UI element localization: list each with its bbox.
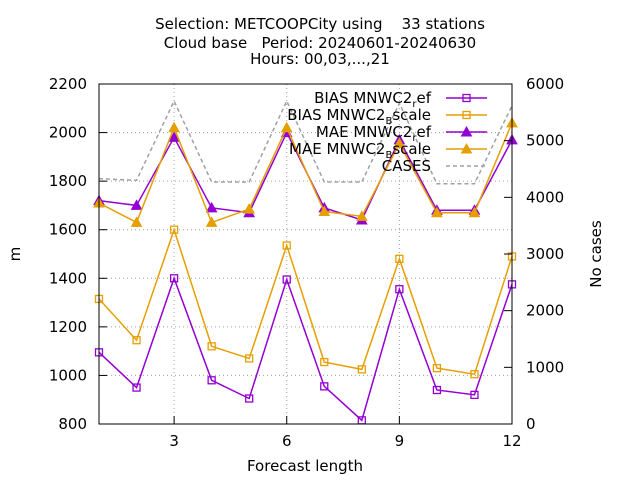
data-point [395,254,404,264]
legend-label: MAE MNWC2ref [316,123,432,144]
series-line [98,276,513,422]
y-tick-label: 1400 [49,269,87,287]
plot-border [98,83,513,425]
data-point [470,390,479,400]
y2-axis-label: No cases [587,220,605,288]
y-tick-label: 1800 [49,172,87,190]
y-tick-label: 1200 [49,318,87,336]
legend-label: MAE MNWC2Bscale [289,140,431,161]
legend-entry-2: MAE MNWC2ref [316,123,487,144]
series-4 [98,99,513,185]
legend-entry-3: MAE MNWC2Bscale [289,140,487,161]
data-point [393,137,406,148]
legend-entry-4: CASES [382,157,487,175]
legend-swatch-marker [460,125,473,137]
x-tick-label: 12 [502,432,521,450]
data-point [432,385,442,395]
x-tick-label: 3 [169,432,179,450]
y2-tick-label: 2000 [526,302,564,320]
y2-tick-label: 3000 [526,245,564,263]
data-point [207,342,216,351]
data-point [169,225,179,234]
chart-title-line-1: Selection: METCOOPCity using 33 stations [155,15,485,33]
data-point [280,121,293,133]
legend-swatch-marker [462,93,471,103]
data-point [357,365,366,374]
legend-label: BIAS MNWC2ref [314,89,432,110]
legend-swatch-marker [460,142,473,154]
y-tick-label: 1600 [49,221,87,239]
y2-tick-label: 1000 [526,358,564,376]
series-0 [94,274,517,425]
series-1 [94,225,517,379]
grid-lines [99,84,512,424]
y2-tick-label: 5000 [526,132,564,150]
data-point [205,201,218,213]
series-line [98,227,513,376]
series-line [98,99,513,185]
data-point [431,206,443,218]
legend-label: BIAS MNWC2Bscale [287,106,431,127]
data-point [245,394,254,403]
data-point [320,382,329,391]
chart-title-line-2: Cloud base Period: 20240601-20240630 [163,34,477,52]
data-point [318,205,331,216]
chart-title-line-3: Hours: 00,03,...,21 [250,50,390,68]
data-point [169,274,179,283]
legend-entry-0: BIAS MNWC2ref [314,89,487,110]
data-point [243,203,256,214]
data-point [282,241,291,250]
legend-swatch-marker [462,110,471,120]
data-point [470,370,479,379]
y-axis-label: m [6,247,24,262]
data-point [207,376,216,385]
legend-entry-1: BIAS MNWC2Bscale [287,106,487,127]
data-point [132,383,141,392]
x-tick-label: 6 [282,432,292,450]
y2-tick-label: 0 [526,415,536,433]
data-point [432,363,442,373]
data-point [468,206,481,218]
series-line [98,122,513,224]
data-point [168,131,180,142]
legend-label: CASES [382,157,431,175]
data-point [282,275,291,284]
y2-tick-label: 6000 [526,75,564,93]
y-tick-label: 1000 [49,366,87,384]
data-point [130,199,143,210]
x-axis-label: Forecast length [247,457,363,475]
data-point [130,216,143,227]
y-tick-label: 2000 [49,124,87,142]
data-point [168,121,180,133]
data-point [205,216,218,227]
y-tick-label: 800 [58,415,87,433]
data-point [355,210,368,221]
data-point [395,285,404,294]
data-point [132,336,141,345]
y2-tick-label: 4000 [526,188,564,206]
data-point [320,357,329,367]
x-tick-label: 9 [395,432,405,450]
axis-ticks: 800 1000 1200 1400 1600 1800 2000 2200 0 1000 2000… [49,75,564,450]
y-tick-label: 2200 [49,75,87,93]
data-point [245,354,254,363]
